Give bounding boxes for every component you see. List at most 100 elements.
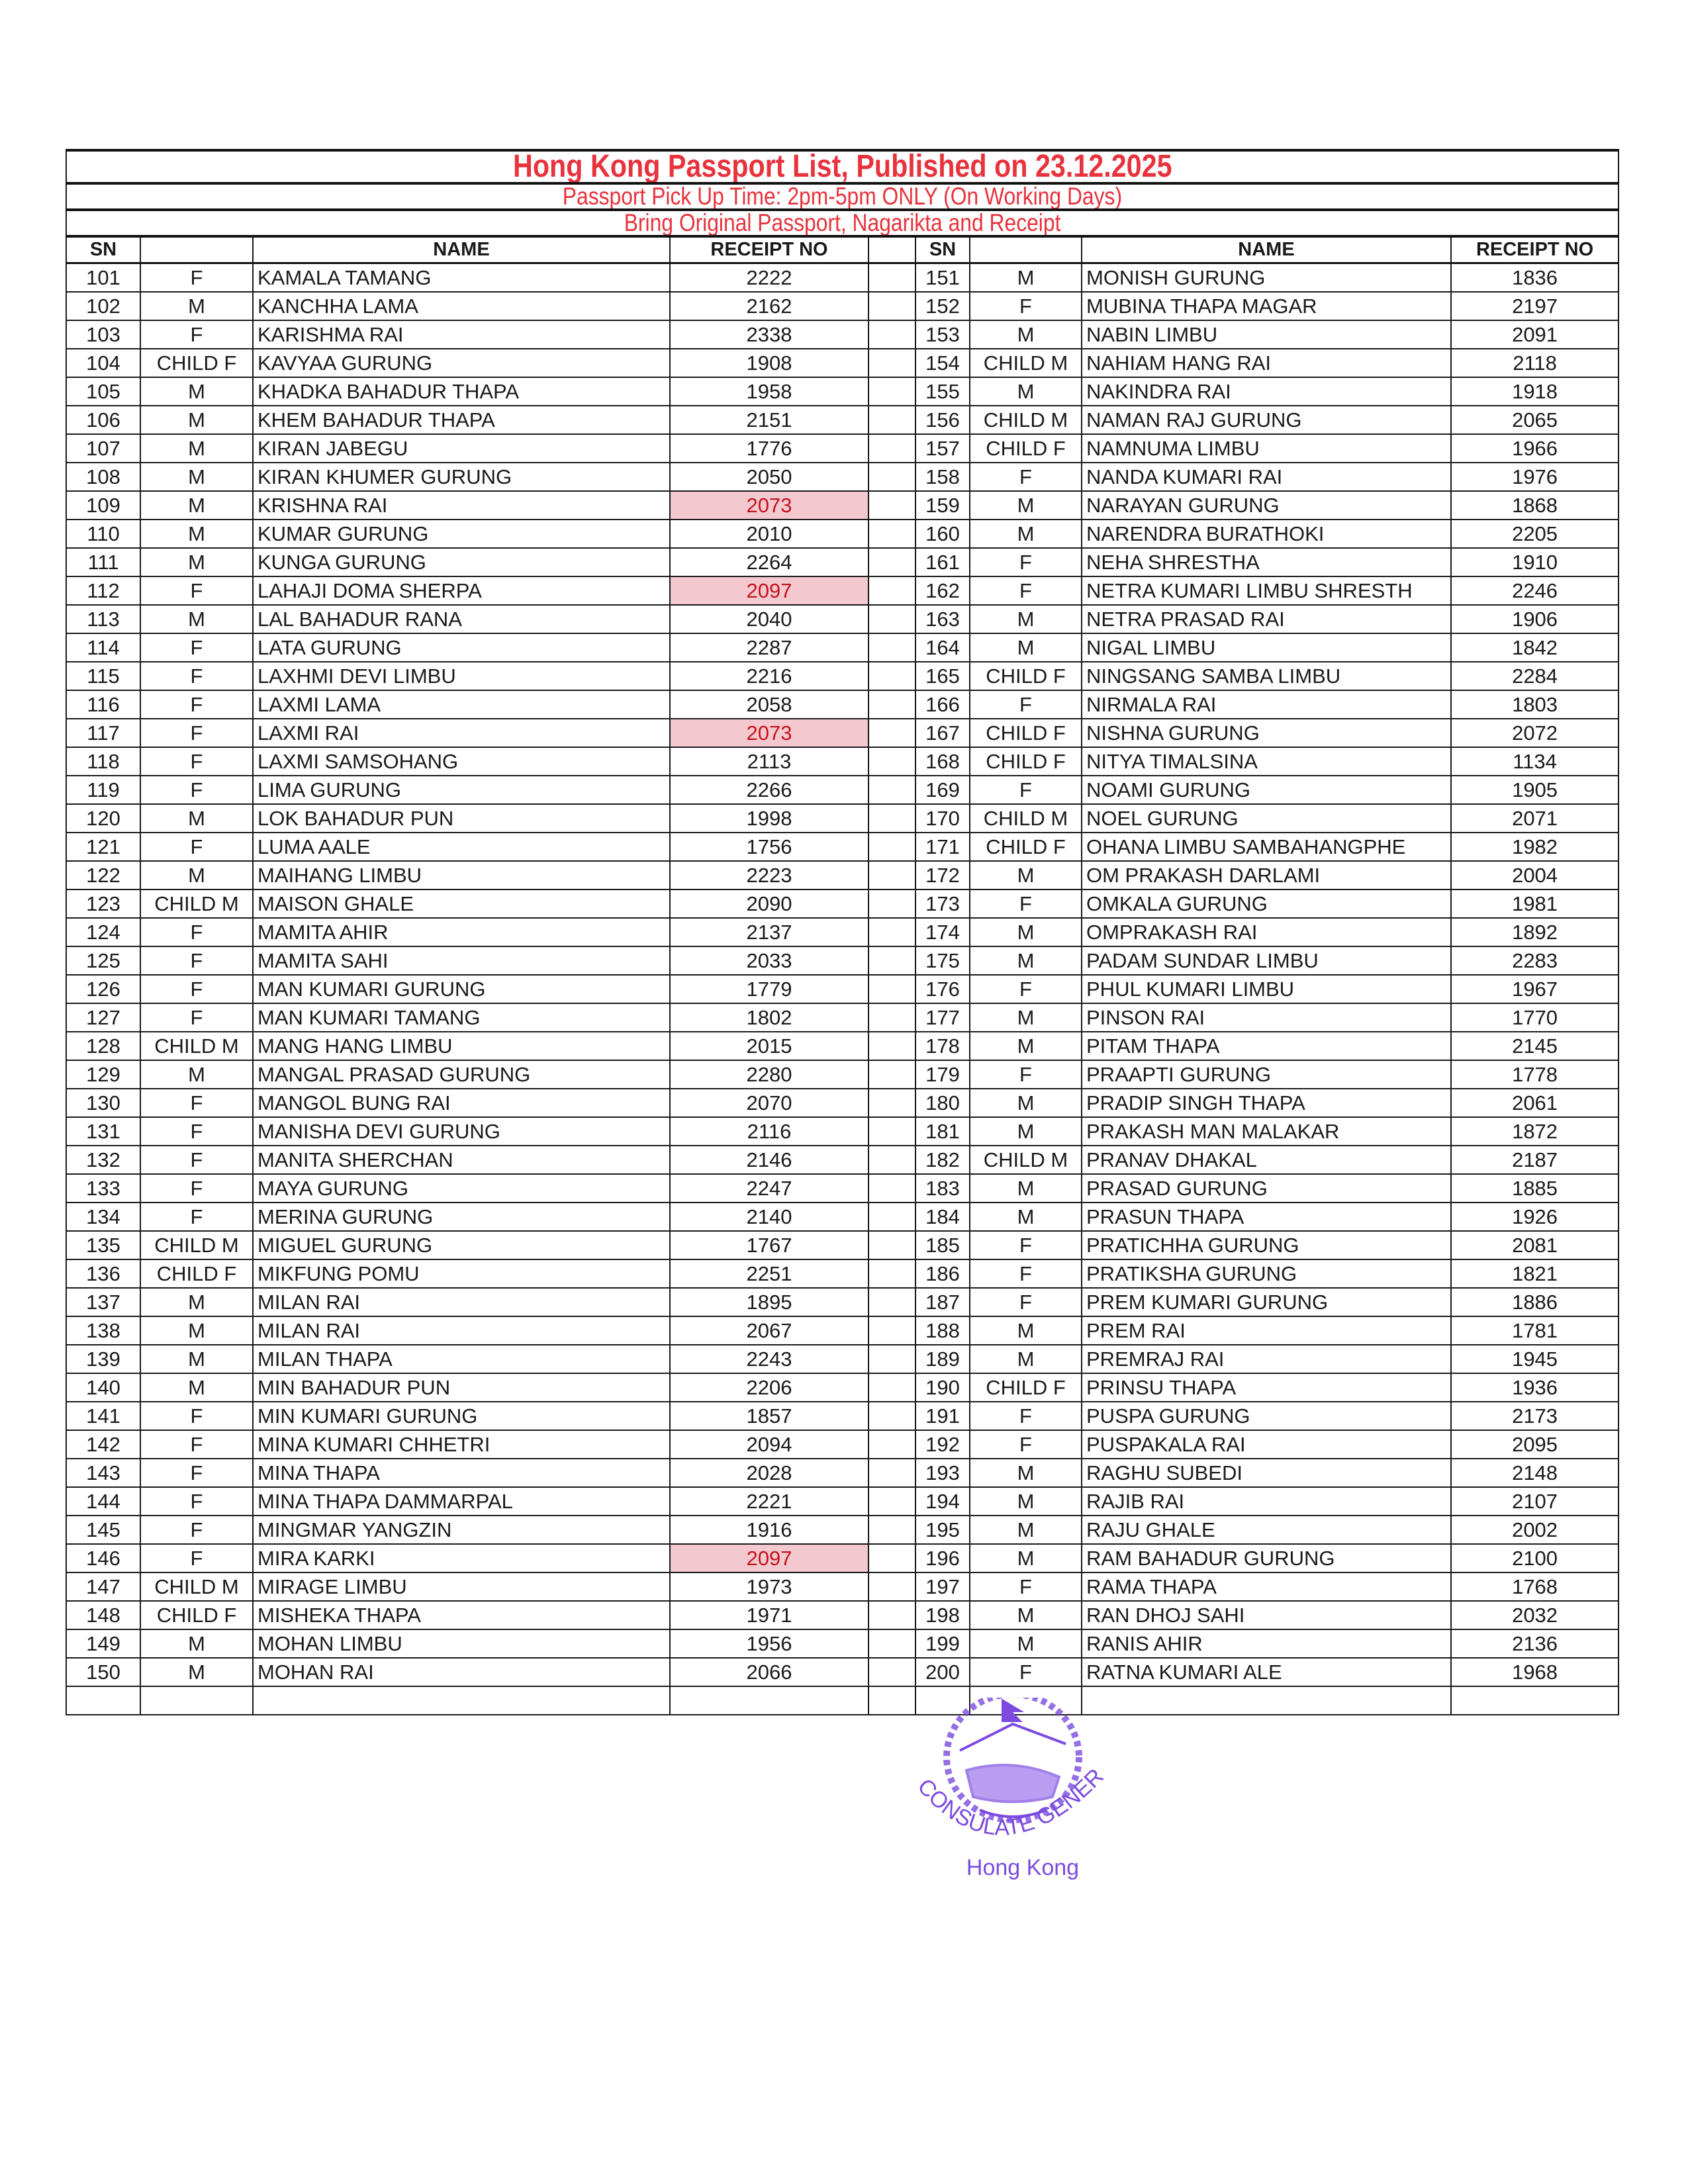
category-cell: F: [140, 1145, 254, 1175]
sn-cell: 113: [66, 604, 141, 634]
name-cell: NISHNA GURUNG: [1081, 718, 1452, 748]
receipt-cell: 2100: [1450, 1543, 1620, 1573]
receipt-cell: 2061: [1450, 1088, 1620, 1118]
sn-cell: 184: [915, 1202, 970, 1232]
name-cell: NOAMI GURUNG: [1081, 775, 1452, 805]
table-row: 103 F KARISHMA RAI 2338 153 M NABIN LIMBU 2091: [66, 320, 1620, 349]
category-cell: M: [969, 1486, 1082, 1516]
table-row: 147 CHILD M MIRAGE LIMBU 1973 197 F RAMA THAPA…: [66, 1572, 1620, 1602]
receipt-cell: 1916: [669, 1515, 869, 1545]
col-header-category: [140, 235, 254, 264]
column-gap: [868, 1088, 916, 1118]
name-cell: MAN KUMARI GURUNG: [252, 974, 671, 1004]
column-gap: [868, 1259, 916, 1289]
receipt-cell: 2073: [669, 718, 869, 748]
sn-cell: 166: [915, 690, 970, 719]
category-cell: CHILD F: [969, 718, 1082, 748]
column-gap: [868, 832, 916, 862]
consulate-stamp: CONSULATE GENERAL OF NEPAL Hong Kong: [887, 1698, 1109, 1880]
name-cell: NAHIAM HANG RAI: [1081, 348, 1452, 378]
receipt-cell: 2221: [669, 1486, 869, 1516]
category-cell: M: [969, 1458, 1082, 1488]
category-cell: M: [969, 377, 1082, 406]
sn-cell: 193: [915, 1458, 970, 1488]
receipt-cell: 2113: [669, 747, 869, 776]
name-cell: PRINSU THAPA: [1081, 1373, 1452, 1402]
column-gap: [868, 576, 916, 606]
category-cell: CHILD M: [969, 405, 1082, 435]
column-gap: [868, 946, 916, 976]
name-cell: MINA THAPA DAMMARPAL: [252, 1486, 671, 1516]
sn-cell: 101: [66, 262, 141, 293]
category-cell: F: [969, 576, 1082, 606]
table-row: 130 F MANGOL BUNG RAI 2070 180 M PRADIP SINGH …: [66, 1088, 1620, 1118]
name-cell: MIN BAHADUR PUN: [252, 1373, 671, 1402]
category-cell: M: [140, 1657, 254, 1687]
table-row: 118 F LAXMI SAMSOHANG 2113 168 CHILD F NITYA T…: [66, 747, 1620, 776]
name-cell: MAN KUMARI TAMANG: [252, 1003, 671, 1032]
receipt-cell: 2072: [1450, 718, 1620, 748]
column-gap: [868, 860, 916, 890]
category-cell: F: [969, 1287, 1082, 1317]
name-cell: LAXMI SAMSOHANG: [252, 747, 671, 776]
category-cell: M: [969, 604, 1082, 634]
sn-cell: 102: [66, 291, 141, 321]
sn-cell: 138: [66, 1316, 141, 1345]
category-cell: F: [140, 917, 254, 947]
receipt-cell: 2187: [1450, 1145, 1620, 1175]
name-cell: KARISHMA RAI: [252, 320, 671, 349]
empty-cell: [1450, 1686, 1620, 1715]
sn-cell: 126: [66, 974, 141, 1004]
receipt-cell: 2136: [1450, 1629, 1620, 1659]
empty-cell: [915, 1686, 970, 1715]
category-cell: M: [969, 1543, 1082, 1573]
receipt-cell: 2222: [669, 262, 869, 293]
name-cell: RAJIB RAI: [1081, 1486, 1452, 1516]
receipt-cell: 2280: [669, 1060, 869, 1089]
category-cell: M: [969, 1344, 1082, 1374]
name-cell: OM PRAKASH DARLAMI: [1081, 860, 1452, 890]
empty-cell: [1081, 1686, 1452, 1715]
sn-cell: 172: [915, 860, 970, 890]
name-cell: MINA THAPA: [252, 1458, 671, 1488]
name-cell: KANCHHA LAMA: [252, 291, 671, 321]
receipt-cell: 2040: [669, 604, 869, 634]
category-cell: M: [140, 803, 254, 833]
sn-cell: 127: [66, 1003, 141, 1032]
category-cell: M: [969, 1600, 1082, 1630]
sn-cell: 159: [915, 490, 970, 520]
category-cell: M: [969, 1202, 1082, 1232]
category-cell: M: [969, 262, 1082, 293]
column-gap: [868, 1629, 916, 1659]
column-gap: [868, 1031, 916, 1061]
receipt-cell: 2107: [1450, 1486, 1620, 1516]
name-cell: KIRAN KHUMER GURUNG: [252, 462, 671, 492]
receipt-cell: 2091: [1450, 320, 1620, 349]
receipt-cell: 1956: [669, 1629, 869, 1659]
sn-cell: 106: [66, 405, 141, 435]
receipt-cell: 2095: [1450, 1430, 1620, 1459]
category-cell: F: [140, 747, 254, 776]
column-gap: [868, 547, 916, 577]
name-cell: LATA GURUNG: [252, 633, 671, 662]
sn-cell: 103: [66, 320, 141, 349]
category-cell: F: [969, 1430, 1082, 1459]
column-gap: [868, 1600, 916, 1630]
sn-cell: 168: [915, 747, 970, 776]
name-cell: MAYA GURUNG: [252, 1173, 671, 1203]
sn-cell: 116: [66, 690, 141, 719]
name-cell: PINSON RAI: [1081, 1003, 1452, 1032]
receipt-cell: 2081: [1450, 1230, 1620, 1260]
sn-cell: 131: [66, 1116, 141, 1146]
receipt-cell: 1857: [669, 1401, 869, 1431]
sn-cell: 160: [915, 519, 970, 549]
column-gap: [868, 377, 916, 406]
receipt-cell: 1968: [1450, 1657, 1620, 1687]
category-cell: F: [969, 547, 1082, 577]
name-cell: NEHA SHRESTHA: [1081, 547, 1452, 577]
sn-cell: 157: [915, 433, 970, 463]
category-cell: CHILD M: [969, 1145, 1082, 1175]
sn-cell: 122: [66, 860, 141, 890]
sn-cell: 178: [915, 1031, 970, 1061]
sn-cell: 117: [66, 718, 141, 748]
